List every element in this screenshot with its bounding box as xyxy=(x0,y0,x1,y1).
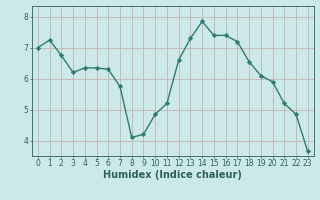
X-axis label: Humidex (Indice chaleur): Humidex (Indice chaleur) xyxy=(103,170,242,180)
